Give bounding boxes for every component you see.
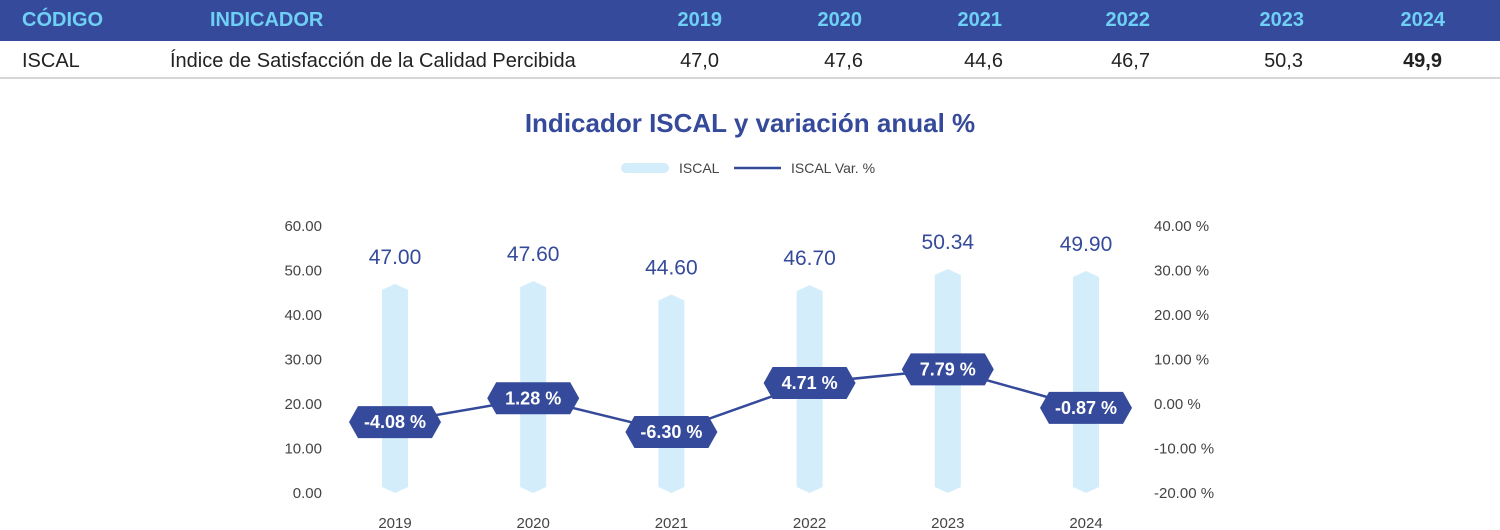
line-value-label: -4.08 % xyxy=(364,412,426,432)
cell-2024: 49,9 xyxy=(1403,50,1442,72)
x-tick-label: 2022 xyxy=(793,515,826,530)
line-value-badge xyxy=(1040,391,1132,424)
y-right-tick-label: -20.00 % xyxy=(1154,485,1214,502)
bar-value-label: 46.70 xyxy=(783,247,836,270)
line-value-label: 1.28 % xyxy=(505,388,561,408)
y-right-tick-label: 0.00 % xyxy=(1154,396,1201,413)
header-2022: 2022 xyxy=(1105,9,1151,31)
bar-value-label: 47.60 xyxy=(507,243,560,266)
x-tick-label: 2019 xyxy=(378,515,411,530)
line-value-badge xyxy=(763,367,856,400)
legend-label-line: ISCAL Var. % xyxy=(791,160,875,176)
line-value-label: -0.87 % xyxy=(1055,398,1117,418)
legend-label-bar: ISCAL xyxy=(679,160,720,176)
line-value-label: 7.79 % xyxy=(920,359,976,379)
y-left-tick-label: 60.00 xyxy=(284,218,322,235)
table-row: ISCAL Índice de Satisfacción de la Calid… xyxy=(0,41,1500,79)
y-left-tick-label: 30.00 xyxy=(284,352,322,369)
x-tick-label: 2020 xyxy=(517,515,550,530)
x-tick-label: 2024 xyxy=(1069,515,1102,530)
x-tick-label: 2021 xyxy=(655,515,688,530)
y-right-tick-label: 40.00 % xyxy=(1154,218,1209,235)
bar xyxy=(658,294,685,493)
y-left-tick-label: 40.00 xyxy=(284,307,322,324)
header-2023: 2023 xyxy=(1259,9,1305,31)
header-2024: 2024 xyxy=(1400,9,1446,31)
cell-2019: 47,0 xyxy=(680,50,719,72)
cell-2020: 47,6 xyxy=(824,50,863,72)
y-right-tick-label: -10.00 % xyxy=(1154,441,1214,458)
line-value-badge xyxy=(901,353,994,386)
header-2021: 2021 xyxy=(957,9,1003,31)
cell-2021: 44,6 xyxy=(964,50,1003,72)
bar xyxy=(1073,270,1099,493)
y-left-tick-label: 0.00 xyxy=(293,485,322,502)
bar-value-label: 47.00 xyxy=(369,246,422,269)
header-2020: 2020 xyxy=(817,9,863,31)
bar-value-label: 44.60 xyxy=(645,257,698,280)
legend-swatch-bar xyxy=(621,163,669,173)
y-right-tick-label: 30.00 % xyxy=(1154,263,1209,280)
y-left-tick-label: 10.00 xyxy=(284,441,322,458)
line-value-label: 4.71 % xyxy=(782,373,838,393)
bar-value-label: 50.34 xyxy=(922,231,975,254)
y-left-tick-label: 50.00 xyxy=(284,263,322,280)
header-2019: 2019 xyxy=(677,9,723,31)
bar xyxy=(382,283,408,493)
line-value-badge xyxy=(625,416,718,449)
table-header: CÓDIGO INDICADOR 2019 2020 2021 2022 202… xyxy=(0,0,1500,41)
cell-2023: 50,3 xyxy=(1264,50,1303,72)
x-tick-label: 2023 xyxy=(931,515,964,530)
line-value-label: -6.30 % xyxy=(640,422,702,442)
chart-title: Indicador ISCAL y variación anual % xyxy=(524,108,976,138)
y-right-tick-label: 10.00 % xyxy=(1154,352,1209,369)
y-right-tick-label: 20.00 % xyxy=(1154,307,1209,324)
bar-value-label: 49.90 xyxy=(1060,233,1113,256)
header-indicador: INDICADOR xyxy=(210,9,324,31)
header-codigo: CÓDIGO xyxy=(22,9,104,31)
line-value-badge xyxy=(349,406,441,439)
y-left-tick-label: 20.00 xyxy=(284,396,322,413)
cell-codigo: ISCAL xyxy=(22,50,80,72)
cell-2022: 46,7 xyxy=(1111,50,1150,72)
line-value-badge xyxy=(487,382,580,415)
cell-indicador: Índice de Satisfacción de la Calidad Per… xyxy=(170,50,576,72)
